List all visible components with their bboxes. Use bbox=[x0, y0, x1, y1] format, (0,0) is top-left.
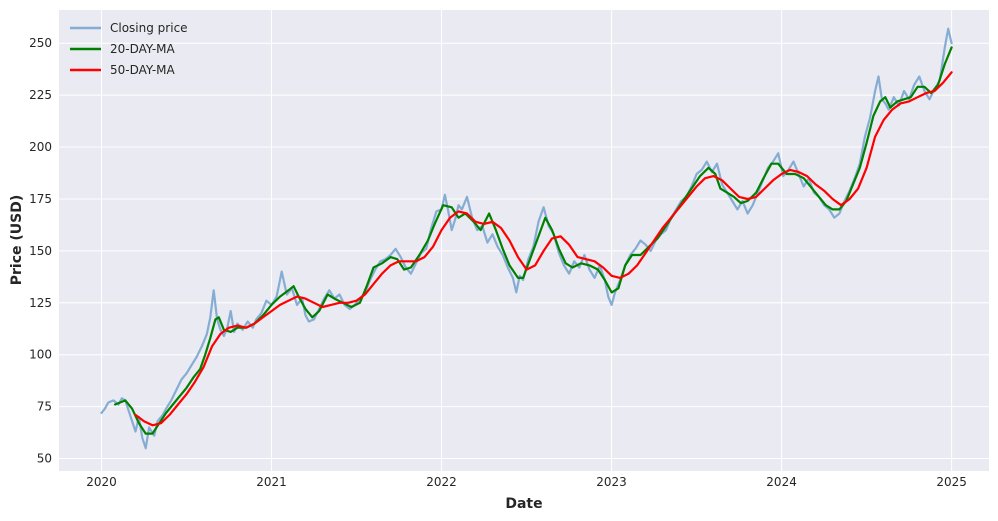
plot-background bbox=[59, 10, 989, 471]
y-axis-ticks: 50 75 100 125 150 175 200 225 250 bbox=[29, 36, 52, 465]
x-tick-label: 2021 bbox=[256, 475, 287, 489]
y-axis-label: Price (USD) bbox=[9, 195, 25, 286]
y-tick-label: 50 bbox=[37, 452, 52, 466]
x-tick-label: 2020 bbox=[86, 475, 117, 489]
y-tick-label: 225 bbox=[29, 88, 52, 102]
y-tick-label: 125 bbox=[29, 296, 52, 310]
x-tick-label: 2025 bbox=[936, 475, 967, 489]
x-tick-label: 2023 bbox=[596, 475, 627, 489]
x-axis-ticks: 2020 2021 2022 2023 2024 2025 bbox=[86, 475, 967, 489]
series-line-closing-price bbox=[100, 27, 953, 450]
x-axis-label: Date bbox=[505, 496, 542, 512]
series-layer bbox=[100, 27, 953, 450]
legend-label-50-day-ma: 50-DAY-MA bbox=[110, 63, 175, 77]
y-tick-label: 75 bbox=[37, 400, 52, 414]
legend-label-20-day-ma: 20-DAY-MA bbox=[110, 42, 175, 56]
y-tick-label: 175 bbox=[29, 192, 52, 206]
y-tick-label: 150 bbox=[29, 244, 52, 258]
y-tick-label: 100 bbox=[29, 348, 52, 362]
series-line-50-day-ma bbox=[134, 71, 953, 427]
grid-lines bbox=[59, 10, 989, 471]
x-tick-label: 2024 bbox=[766, 475, 797, 489]
y-tick-label: 250 bbox=[29, 36, 52, 50]
y-tick-label: 200 bbox=[29, 140, 52, 154]
x-tick-label: 2022 bbox=[426, 475, 457, 489]
series-line-20-day-ma bbox=[114, 46, 953, 435]
legend-label-closing-price: Closing price bbox=[110, 21, 188, 35]
chart-legend: Closing price 20-DAY-MA 50-DAY-MA bbox=[70, 21, 188, 77]
